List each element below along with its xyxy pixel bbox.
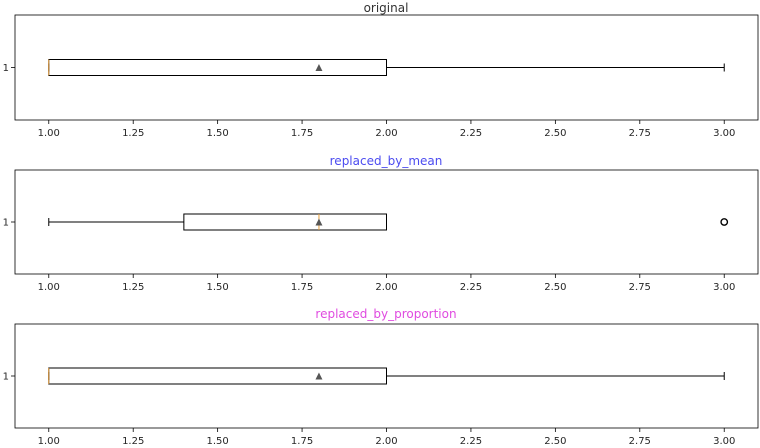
panel-replaced-by-mean: replaced_by_mean 1.00 1.25 1.50 1.75 2.00 2.2… — [3, 154, 759, 293]
x-tick-label: 1.00 — [38, 436, 60, 447]
x-tick-label: 1.00 — [38, 282, 60, 293]
x-tick-label: 3.00 — [713, 436, 735, 447]
x-tick-label: 2.00 — [375, 282, 397, 293]
panel-replaced-by-proportion: replaced_by_proportion 1.00 1.25 1.50 1.75 2… — [3, 307, 759, 447]
mean-marker — [315, 64, 323, 71]
x-tick-label: 2.50 — [544, 436, 566, 447]
x-tick-label: 1.75 — [291, 282, 313, 293]
x-tick-label: 1.00 — [38, 128, 60, 139]
panel-title: replaced_by_proportion — [315, 307, 456, 321]
y-tick-label: 1 — [3, 218, 9, 229]
box-iqr — [48, 367, 387, 385]
mean-marker — [315, 372, 323, 380]
panel-original: original 1.00 1.25 1.50 1.75 2.00 2.25 2.50 2.7… — [3, 1, 759, 139]
x-tick-label: 1.25 — [122, 128, 144, 139]
x-tick-label: 2.00 — [375, 128, 397, 139]
x-tick-label: 1.50 — [207, 128, 229, 139]
x-tick-label: 2.25 — [460, 282, 482, 293]
x-tick-label: 2.00 — [375, 436, 397, 447]
x-tick-label: 2.50 — [544, 282, 566, 293]
x-tick-label: 2.50 — [544, 128, 566, 139]
x-tick-label: 2.25 — [460, 436, 482, 447]
y-tick-label: 1 — [3, 372, 9, 383]
panel-title: original — [364, 1, 409, 15]
x-tick-label: 1.25 — [122, 436, 144, 447]
x-tick-label: 2.75 — [629, 128, 651, 139]
y-tick-label: 1 — [3, 63, 9, 74]
x-tick-label: 3.00 — [713, 128, 735, 139]
x-tick-label: 1.75 — [291, 128, 313, 139]
x-tick-label: 2.75 — [629, 436, 651, 447]
box-iqr — [48, 59, 387, 76]
x-tick-label: 1.25 — [122, 282, 144, 293]
x-tick-label: 1.50 — [207, 282, 229, 293]
x-tick-label: 1.75 — [291, 436, 313, 447]
mean-marker — [315, 218, 323, 226]
outlier-point — [720, 218, 729, 226]
box-iqr — [183, 213, 387, 231]
x-tick-label: 2.75 — [629, 282, 651, 293]
x-tick-label: 3.00 — [713, 282, 735, 293]
x-tick-label: 1.50 — [207, 436, 229, 447]
panel-title: replaced_by_mean — [330, 154, 443, 168]
x-tick-label: 2.25 — [460, 128, 482, 139]
